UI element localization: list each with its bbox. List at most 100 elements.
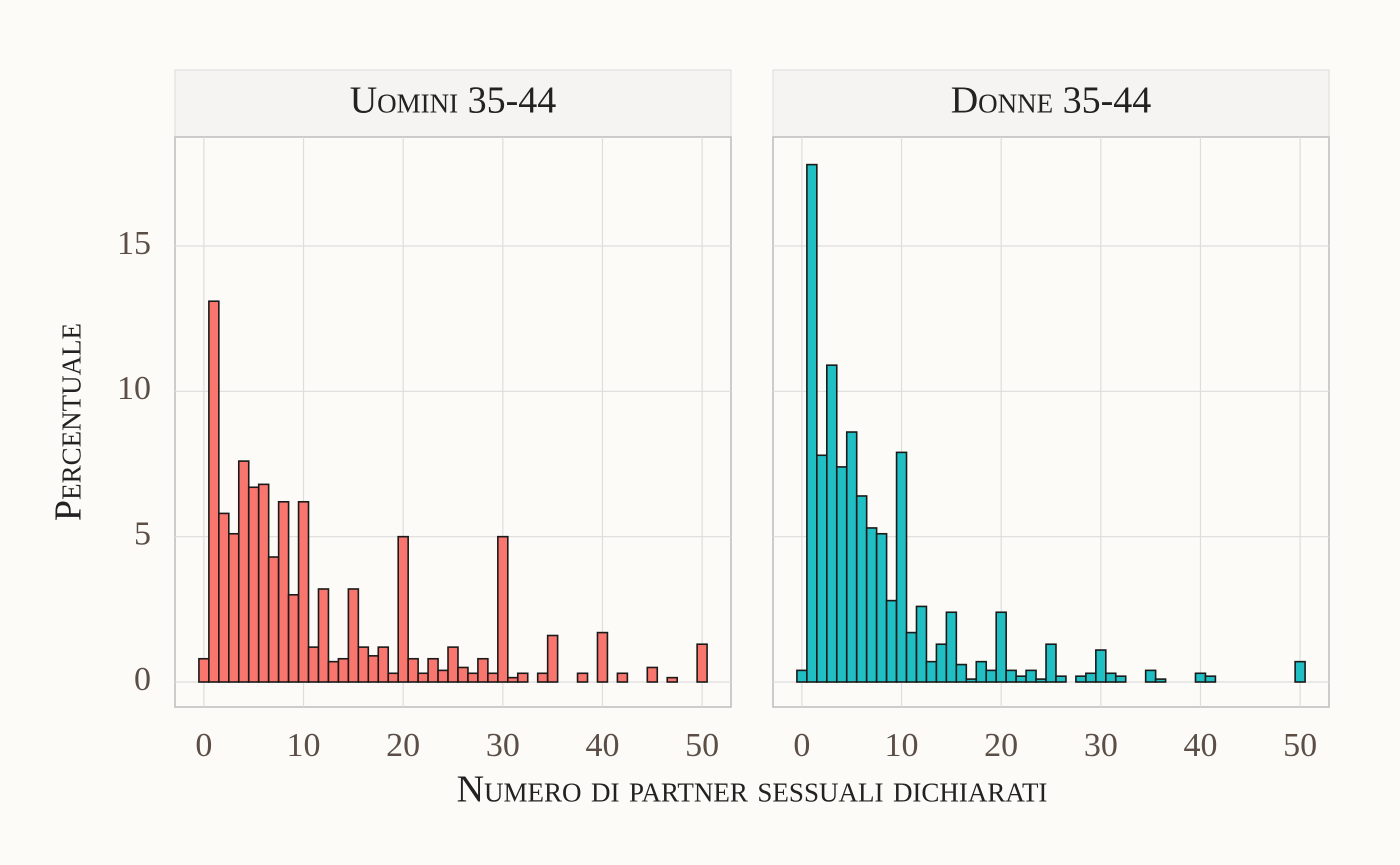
bar <box>208 300 220 683</box>
y-tick-label: 0 <box>134 661 151 698</box>
bar <box>865 527 878 683</box>
bar <box>427 657 439 683</box>
bar <box>935 643 948 683</box>
bar <box>287 594 300 683</box>
bar <box>437 669 449 683</box>
bar <box>1025 669 1037 683</box>
bar <box>417 672 429 683</box>
bar <box>1045 643 1057 683</box>
bar <box>327 660 340 683</box>
bar <box>267 556 280 683</box>
bar <box>516 672 529 683</box>
x-tick-label: 40 <box>585 727 619 764</box>
bar <box>945 611 958 683</box>
bar <box>297 500 310 683</box>
bar <box>905 631 918 683</box>
bar <box>347 588 360 683</box>
bar <box>1105 672 1117 683</box>
bar <box>965 678 978 683</box>
x-tick-label: 30 <box>486 727 520 764</box>
bar <box>1095 649 1107 683</box>
bar <box>835 466 848 683</box>
bar <box>307 646 320 683</box>
y-tick-label: 15 <box>117 225 151 262</box>
y-tick-label: 5 <box>134 515 151 552</box>
facet-title: Donne 35-44 <box>951 80 1152 122</box>
bar <box>955 663 968 683</box>
bar <box>1294 660 1306 683</box>
bar <box>277 500 290 683</box>
bar <box>247 486 260 683</box>
bar <box>546 634 559 683</box>
bar <box>696 643 708 683</box>
bar <box>1075 675 1087 683</box>
panel <box>772 136 1330 708</box>
strip-background <box>174 69 732 138</box>
x-axis-title: Numero di partner sessuali dichiarati <box>457 769 1048 811</box>
bar <box>806 163 818 683</box>
bar <box>536 672 549 683</box>
bar <box>816 454 828 683</box>
bar <box>218 512 230 683</box>
panel <box>174 136 732 708</box>
y-tick-label: 10 <box>117 370 151 407</box>
bar <box>477 657 489 683</box>
bar <box>457 666 469 683</box>
strip-background <box>772 69 1330 138</box>
bar <box>1055 675 1067 683</box>
x-tick-label: 0 <box>195 727 212 764</box>
bar <box>985 669 997 683</box>
bar <box>875 532 888 683</box>
x-tick-label: 50 <box>1283 727 1317 764</box>
bar <box>1194 672 1207 683</box>
bar <box>855 495 868 683</box>
x-tick-label: 30 <box>1084 727 1118 764</box>
bar <box>1005 669 1017 683</box>
bar <box>1085 672 1097 683</box>
x-tick-label: 40 <box>1183 727 1217 764</box>
bar <box>576 672 589 683</box>
bar <box>596 631 609 683</box>
bar <box>377 646 390 683</box>
bar <box>975 660 988 683</box>
bar <box>646 666 659 683</box>
bar <box>826 364 838 683</box>
x-tick-label: 10 <box>885 727 919 764</box>
bar <box>487 672 499 683</box>
facet-title: Uomini 35-44 <box>350 80 557 122</box>
bar <box>397 535 409 683</box>
x-tick-label: 50 <box>685 727 719 764</box>
bar <box>337 657 350 683</box>
bar <box>915 605 928 683</box>
bar <box>507 676 519 683</box>
bar <box>925 660 938 683</box>
bar <box>1154 678 1167 683</box>
x-tick-label: 0 <box>793 727 810 764</box>
bar <box>666 676 678 683</box>
x-tick-label: 20 <box>386 727 420 764</box>
bar <box>1035 678 1047 683</box>
bar <box>995 611 1007 683</box>
bar <box>228 532 240 683</box>
y-axis-title: Percentuale <box>48 323 90 521</box>
bar <box>447 646 459 683</box>
bar <box>387 672 399 683</box>
bar <box>1114 675 1127 683</box>
x-tick-label: 20 <box>984 727 1018 764</box>
bar <box>845 431 858 683</box>
bar <box>895 451 908 683</box>
bar <box>616 672 629 683</box>
bar <box>367 655 380 683</box>
x-tick-label: 10 <box>287 727 321 764</box>
bar <box>497 535 509 683</box>
bar <box>1144 669 1157 683</box>
bar <box>796 669 808 683</box>
bar <box>1204 675 1217 683</box>
bar <box>467 672 479 683</box>
bar <box>257 483 270 683</box>
bar <box>407 657 419 683</box>
bar <box>237 460 250 683</box>
bar <box>885 599 898 683</box>
bar <box>357 646 370 683</box>
bar <box>198 657 210 683</box>
